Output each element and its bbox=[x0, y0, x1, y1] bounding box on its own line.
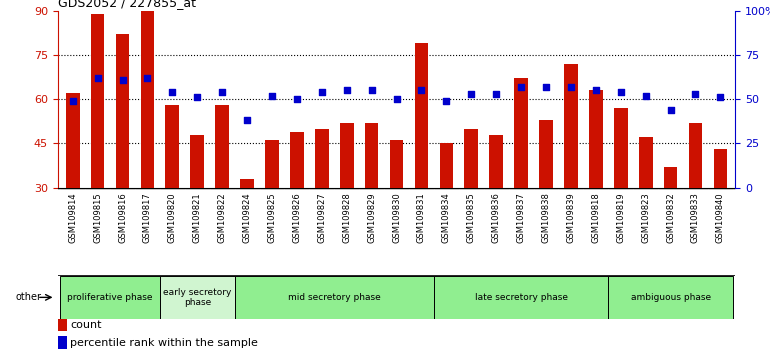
Text: GSM109838: GSM109838 bbox=[541, 192, 551, 243]
Bar bbox=[60, 276, 160, 319]
Point bbox=[340, 87, 353, 93]
Bar bbox=[414, 43, 428, 276]
Text: GDS2052 / 227855_at: GDS2052 / 227855_at bbox=[58, 0, 196, 10]
Bar bbox=[91, 13, 105, 276]
Bar bbox=[614, 108, 628, 276]
Bar bbox=[365, 123, 379, 276]
Text: GSM109821: GSM109821 bbox=[192, 192, 202, 243]
Bar bbox=[434, 276, 608, 319]
Text: GSM109827: GSM109827 bbox=[317, 192, 326, 243]
Point bbox=[92, 75, 104, 81]
Point bbox=[366, 87, 378, 93]
Text: GSM109837: GSM109837 bbox=[517, 192, 526, 243]
Text: GSM109833: GSM109833 bbox=[691, 192, 700, 243]
Text: GSM109828: GSM109828 bbox=[342, 192, 351, 243]
Bar bbox=[66, 93, 79, 276]
Bar bbox=[58, 336, 66, 349]
Point bbox=[515, 84, 527, 90]
Point bbox=[166, 89, 179, 95]
Point bbox=[266, 93, 278, 98]
Point bbox=[241, 118, 253, 123]
Bar bbox=[116, 34, 129, 276]
Bar bbox=[340, 123, 353, 276]
Point bbox=[191, 95, 203, 100]
Point bbox=[590, 87, 602, 93]
Point bbox=[291, 96, 303, 102]
Bar bbox=[290, 132, 303, 276]
Bar bbox=[390, 141, 403, 276]
Text: late secretory phase: late secretory phase bbox=[474, 293, 567, 302]
Point bbox=[390, 96, 403, 102]
Text: proliferative phase: proliferative phase bbox=[67, 293, 152, 302]
Bar bbox=[58, 319, 66, 331]
Text: count: count bbox=[70, 320, 102, 330]
Bar bbox=[216, 105, 229, 276]
Text: GSM109814: GSM109814 bbox=[69, 192, 77, 243]
Text: mid secretory phase: mid secretory phase bbox=[288, 293, 380, 302]
Bar bbox=[166, 105, 179, 276]
Bar bbox=[440, 143, 454, 276]
Text: early secretory
phase: early secretory phase bbox=[163, 288, 232, 307]
Bar bbox=[141, 11, 154, 276]
Text: GSM109818: GSM109818 bbox=[591, 192, 601, 243]
Bar bbox=[265, 141, 279, 276]
Text: GSM109826: GSM109826 bbox=[293, 192, 301, 243]
Point bbox=[465, 91, 477, 97]
Point bbox=[540, 84, 552, 90]
Point bbox=[415, 87, 427, 93]
Text: GSM109834: GSM109834 bbox=[442, 192, 451, 243]
Text: GSM109836: GSM109836 bbox=[492, 192, 501, 243]
Text: GSM109825: GSM109825 bbox=[267, 192, 276, 243]
Point bbox=[665, 107, 677, 113]
Point bbox=[116, 77, 129, 82]
Bar bbox=[688, 123, 702, 276]
Point bbox=[66, 98, 79, 104]
Bar bbox=[664, 167, 678, 276]
Bar bbox=[539, 120, 553, 276]
Point bbox=[564, 84, 577, 90]
Text: GSM109839: GSM109839 bbox=[567, 192, 575, 243]
Text: GSM109817: GSM109817 bbox=[143, 192, 152, 243]
Bar bbox=[639, 137, 652, 276]
Text: GSM109831: GSM109831 bbox=[417, 192, 426, 243]
Point bbox=[715, 95, 727, 100]
Text: GSM109832: GSM109832 bbox=[666, 192, 675, 243]
Text: GSM109820: GSM109820 bbox=[168, 192, 177, 243]
Point bbox=[440, 98, 453, 104]
Text: GSM109822: GSM109822 bbox=[218, 192, 226, 243]
Bar bbox=[190, 135, 204, 276]
Text: other: other bbox=[15, 292, 42, 302]
Bar bbox=[490, 135, 503, 276]
Bar bbox=[235, 276, 434, 319]
Text: GSM109815: GSM109815 bbox=[93, 192, 102, 243]
Text: percentile rank within the sample: percentile rank within the sample bbox=[70, 338, 258, 348]
Point bbox=[216, 89, 229, 95]
Bar bbox=[315, 129, 329, 276]
Text: GSM109816: GSM109816 bbox=[118, 192, 127, 243]
Bar bbox=[160, 276, 235, 319]
Point bbox=[141, 75, 153, 81]
Text: GSM109835: GSM109835 bbox=[467, 192, 476, 243]
Text: GSM109819: GSM109819 bbox=[616, 192, 625, 243]
Text: GSM109824: GSM109824 bbox=[243, 192, 252, 243]
Point bbox=[490, 91, 502, 97]
Text: GSM109823: GSM109823 bbox=[641, 192, 650, 243]
Bar bbox=[714, 149, 727, 276]
Bar bbox=[589, 90, 603, 276]
Text: ambiguous phase: ambiguous phase bbox=[631, 293, 711, 302]
Bar bbox=[464, 129, 478, 276]
Bar bbox=[240, 179, 254, 276]
Point bbox=[316, 89, 328, 95]
Bar bbox=[514, 79, 528, 276]
Bar bbox=[608, 276, 733, 319]
Point bbox=[689, 91, 701, 97]
Point bbox=[614, 89, 627, 95]
Bar bbox=[564, 64, 578, 276]
Text: GSM109840: GSM109840 bbox=[716, 192, 725, 243]
Text: GSM109830: GSM109830 bbox=[392, 192, 401, 243]
Text: GSM109829: GSM109829 bbox=[367, 192, 376, 243]
Point bbox=[640, 93, 652, 98]
